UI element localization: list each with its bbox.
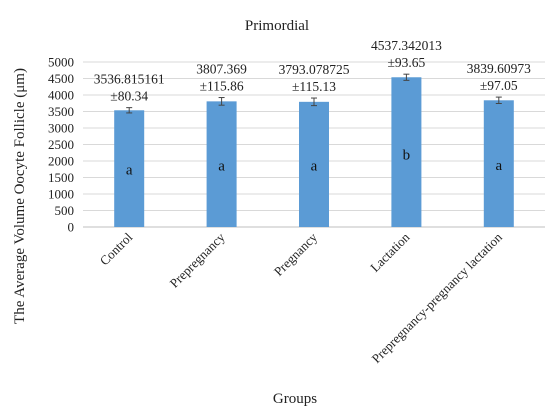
bar xyxy=(483,100,514,227)
y-tick-label: 2500 xyxy=(48,137,74,152)
error-label: ±80.34 xyxy=(110,89,148,104)
value-label: 3536.815161 xyxy=(94,72,165,87)
y-tick-label: 0 xyxy=(68,220,75,235)
y-tick-label: 3000 xyxy=(48,121,74,136)
y-tick-label: 1000 xyxy=(48,187,74,202)
significance-letter: b xyxy=(403,148,411,164)
bar xyxy=(391,77,422,227)
error-label: ±93.65 xyxy=(388,55,426,70)
data-labels: 3536.815161 ±80.34 a 3807.369 ±115.86 a 3793.0… xyxy=(94,38,531,178)
significance-letter: a xyxy=(311,159,318,175)
x-tick-label: Control xyxy=(97,229,136,268)
bar xyxy=(299,101,329,227)
y-tick-label: 4000 xyxy=(48,88,74,103)
value-label: 4537.342013 xyxy=(371,38,442,53)
x-axis-title: Groups xyxy=(273,391,317,407)
x-tick-label: Lactation xyxy=(367,229,413,275)
y-tick-label: 3500 xyxy=(48,104,74,119)
y-axis-title: The Average Volume Oocyte Follicle (μm) xyxy=(12,68,28,324)
value-label: 3807.369 xyxy=(196,62,247,77)
y-tick-label: 4500 xyxy=(48,71,74,86)
significance-letter: a xyxy=(126,162,133,178)
error-label: ±115.86 xyxy=(200,79,244,94)
significance-letter: a xyxy=(218,158,225,174)
significance-letter: a xyxy=(495,158,502,174)
value-label: 3793.078725 xyxy=(279,62,350,77)
x-tick-label: Prepregnancy xyxy=(167,229,228,290)
x-tick-label: Pregnancy xyxy=(271,229,321,279)
value-label: 3839.60973 xyxy=(467,61,531,76)
y-tick-label: 5000 xyxy=(48,55,74,70)
y-tick-label: 2000 xyxy=(48,154,74,169)
chart-title: Primordial xyxy=(245,18,309,34)
x-tick-labels: Control Prepregnancy Pregnancy LactationPre… xyxy=(97,229,506,366)
bars xyxy=(114,73,514,227)
error-label: ±115.13 xyxy=(292,79,336,94)
y-tick-label: 1500 xyxy=(48,170,74,185)
y-tick-label: 500 xyxy=(55,203,75,218)
bar xyxy=(206,101,237,227)
error-label: ±97.05 xyxy=(480,78,518,93)
bar xyxy=(114,110,145,227)
